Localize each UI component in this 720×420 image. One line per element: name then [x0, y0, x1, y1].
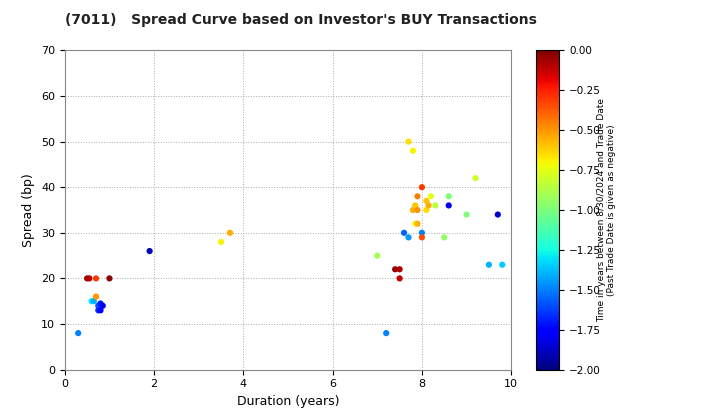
- Point: [402, 234, 414, 241]
- Point: [398, 229, 410, 236]
- Point: [438, 234, 450, 241]
- Point: [390, 266, 401, 273]
- Point: [97, 302, 109, 309]
- Point: [372, 252, 383, 259]
- Point: [402, 138, 414, 145]
- Point: [90, 275, 102, 282]
- Y-axis label: Time in years between 8/30/2024 and Trade Date
(Past Trade Date is given as nega: Time in years between 8/30/2024 and Trad…: [597, 98, 616, 322]
- Point: [412, 207, 423, 213]
- Point: [483, 261, 495, 268]
- Point: [81, 275, 93, 282]
- Point: [84, 275, 95, 282]
- Y-axis label: Spread (bp): Spread (bp): [22, 173, 35, 247]
- X-axis label: Duration (years): Duration (years): [237, 395, 339, 408]
- Point: [215, 239, 227, 245]
- Point: [423, 202, 434, 209]
- Point: [95, 300, 107, 307]
- Point: [95, 307, 107, 314]
- Point: [430, 202, 441, 209]
- Point: [416, 234, 428, 241]
- Point: [443, 193, 454, 199]
- Point: [416, 184, 428, 191]
- Point: [144, 248, 156, 255]
- Point: [461, 211, 472, 218]
- Point: [408, 207, 419, 213]
- Point: [224, 229, 235, 236]
- Point: [90, 293, 102, 300]
- Point: [104, 275, 115, 282]
- Point: [73, 330, 84, 336]
- Point: [420, 197, 432, 204]
- Point: [92, 302, 104, 309]
- Point: [394, 266, 405, 273]
- Point: [88, 298, 99, 304]
- Point: [425, 193, 436, 199]
- Point: [416, 229, 428, 236]
- Point: [492, 211, 503, 218]
- Point: [443, 202, 454, 209]
- Point: [469, 175, 481, 181]
- Text: (7011)   Spread Curve based on Investor's BUY Transactions: (7011) Spread Curve based on Investor's …: [65, 13, 536, 26]
- Point: [410, 202, 421, 209]
- Point: [408, 147, 419, 154]
- Point: [394, 275, 405, 282]
- Point: [412, 220, 423, 227]
- Point: [86, 298, 97, 304]
- Point: [497, 261, 508, 268]
- Point: [412, 193, 423, 199]
- Point: [380, 330, 392, 336]
- Point: [420, 207, 432, 213]
- Point: [92, 307, 104, 314]
- Point: [410, 220, 421, 227]
